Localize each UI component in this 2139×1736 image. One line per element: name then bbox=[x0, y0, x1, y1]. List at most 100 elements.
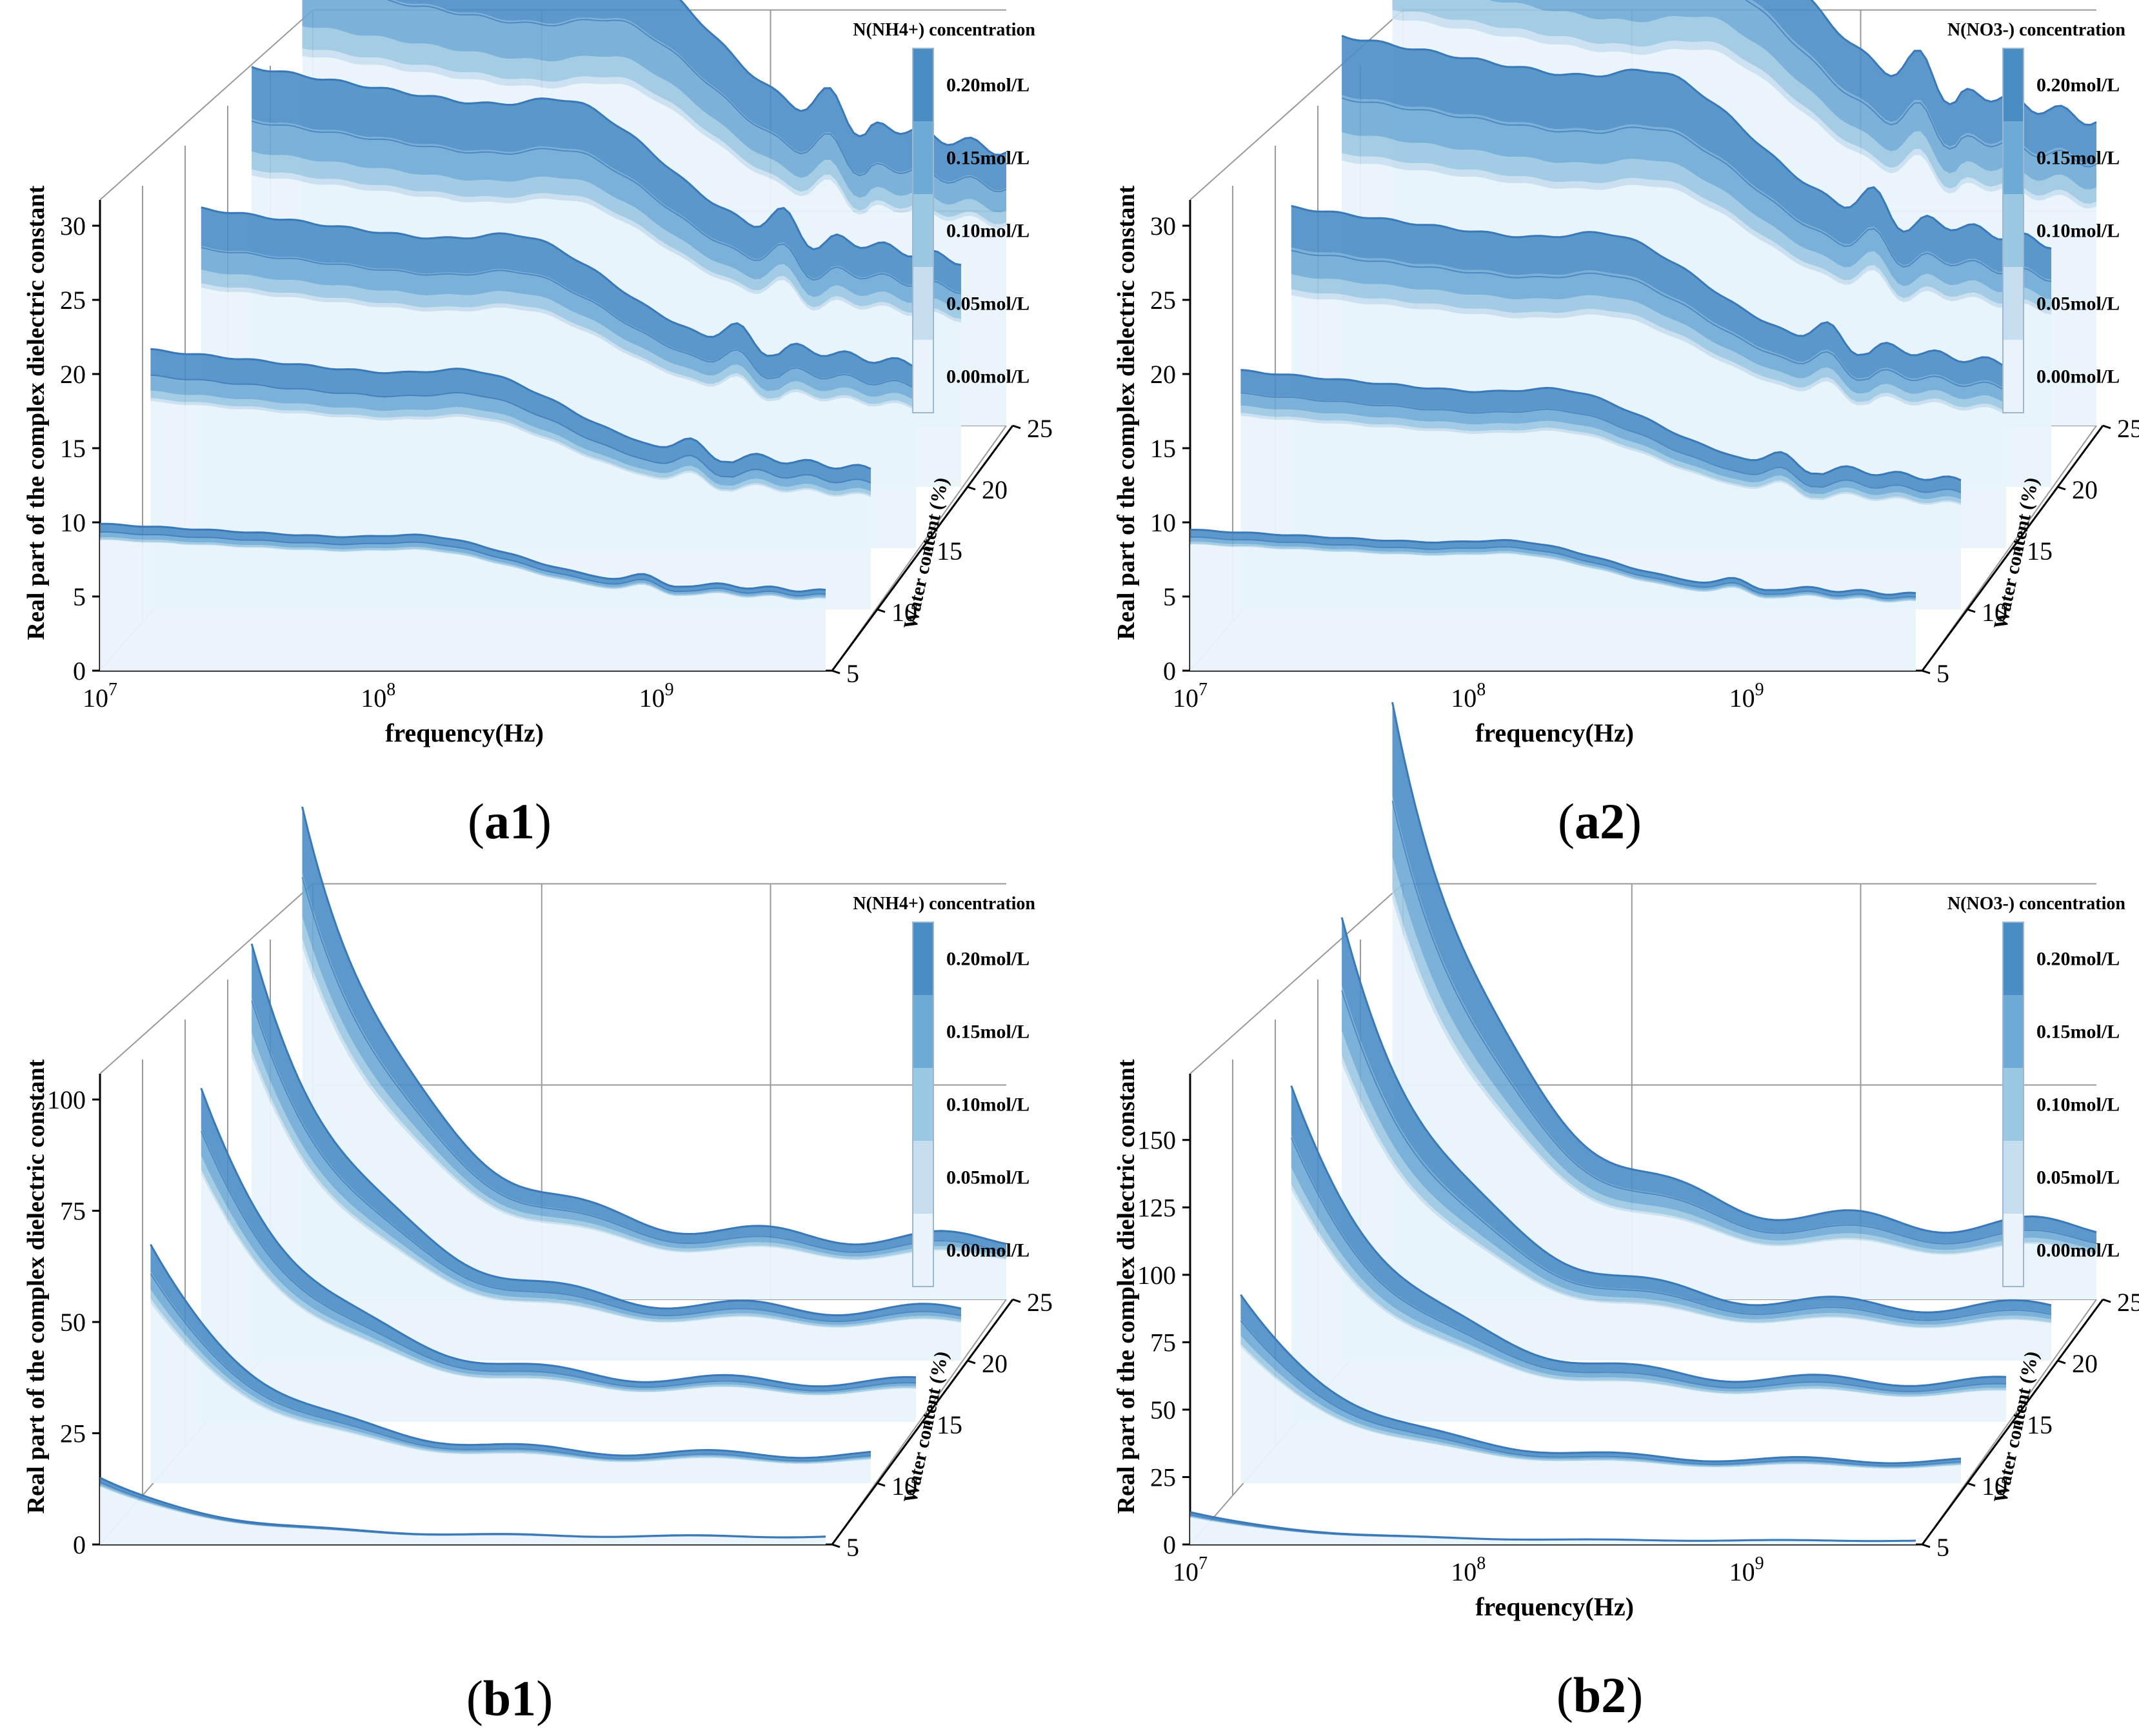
legend-swatch-1 bbox=[2003, 121, 2024, 194]
series-base-fill bbox=[252, 1057, 962, 1361]
series-mid-line bbox=[1341, 990, 2052, 1321]
series-top-line bbox=[1190, 529, 1916, 596]
legend-swatch-4 bbox=[2003, 340, 2024, 413]
series-mid-line bbox=[1240, 392, 1962, 493]
panel-label-open: ( bbox=[1557, 1667, 1573, 1723]
series-band-3 bbox=[1240, 413, 1961, 506]
z-tick-mark-0 bbox=[1922, 669, 1931, 675]
series-wc-5 bbox=[99, 1477, 826, 1544]
z-tick-label-4: 25 bbox=[1027, 414, 1053, 443]
series-band-3 bbox=[252, 169, 962, 322]
z-tick-label-3: 20 bbox=[2072, 1349, 2098, 1378]
y-tick-label-3: 15 bbox=[1150, 434, 1176, 463]
legend-swatch-0 bbox=[2003, 922, 2024, 995]
y-tick-label-4: 20 bbox=[1150, 360, 1176, 389]
x-tick-label-1: 108 bbox=[1451, 1554, 1486, 1586]
legend-a1: 0.20mol/L 0.15mol/L 0.10mol/L 0.05mol/L 0.00… bbox=[912, 48, 1030, 413]
series-base-fill bbox=[100, 540, 826, 671]
z-tick-mark-3 bbox=[967, 1359, 976, 1365]
series-base-fill bbox=[150, 1303, 871, 1483]
series-band-0 bbox=[150, 349, 871, 484]
legend-frame bbox=[2002, 48, 2024, 413]
y-tick-label-0: 0 bbox=[1163, 656, 1176, 686]
panel-label-text: b2 bbox=[1573, 1667, 1626, 1723]
series-top-line bbox=[1391, 702, 2097, 1234]
series-wc-20 bbox=[1340, 917, 2052, 1361]
series-mid-line bbox=[251, 1000, 962, 1323]
legend-entry-3: 0.05mol/L bbox=[946, 1167, 1030, 1189]
series-band-3 bbox=[1342, 153, 2051, 315]
panel-label-open: ( bbox=[1558, 793, 1575, 849]
legend-swatch-3 bbox=[2003, 267, 2024, 340]
panel-label-b2: (b2) bbox=[1557, 1667, 1643, 1723]
series-wc-25 bbox=[301, 806, 1007, 1299]
series-band-2 bbox=[1190, 541, 1916, 602]
z-tick-label-2: 15 bbox=[2027, 537, 2053, 566]
z-tick-label-2: 15 bbox=[937, 1410, 962, 1439]
series-mid-line bbox=[1391, 800, 2097, 1245]
series-wc-10 bbox=[1240, 1294, 1962, 1483]
series-base-fill bbox=[1190, 544, 1916, 671]
z-tick-mark-3 bbox=[2057, 486, 2066, 491]
legend-swatch-4 bbox=[2003, 1214, 2024, 1287]
x-tick-exp-1: 8 bbox=[1477, 680, 1486, 700]
x-tick-exp-2: 9 bbox=[665, 680, 674, 700]
y-tick-label-6: 150 bbox=[1137, 1126, 1176, 1155]
series-band-1 bbox=[1342, 95, 2051, 300]
legend-frame bbox=[912, 922, 934, 1287]
legend-frame bbox=[2002, 922, 2024, 1287]
y-tick-label-1: 25 bbox=[1150, 1463, 1176, 1492]
x-tick-label-0: 107 bbox=[1173, 680, 1208, 713]
panel-label-b1: (b1) bbox=[466, 1670, 553, 1726]
series-band-0 bbox=[1240, 370, 1961, 493]
x-tick-label-2: 109 bbox=[1729, 680, 1764, 713]
legend-swatch-1 bbox=[913, 121, 933, 194]
series-base-fill bbox=[201, 1174, 916, 1422]
z-tick-label-2: 15 bbox=[937, 537, 962, 566]
legend-entry-1: 0.15mol/L bbox=[946, 148, 1030, 169]
y-tick-label-4: 20 bbox=[60, 360, 86, 389]
x-tick-exp-1: 8 bbox=[386, 680, 395, 700]
legend-entry-4: 0.00mol/L bbox=[2036, 366, 2120, 388]
y-axis-title: Real part of the complex dielectric cons… bbox=[23, 1059, 50, 1514]
series-band-2 bbox=[1291, 274, 2006, 411]
z-tick-label-2: 15 bbox=[2027, 1410, 2053, 1439]
legend-entry-1: 0.15mol/L bbox=[2036, 148, 2120, 169]
series-mid-line bbox=[201, 246, 917, 390]
series-top-line bbox=[1341, 34, 2052, 250]
series-mid-line bbox=[99, 531, 826, 597]
legend-title: N(NO3-) concentration bbox=[1947, 20, 2125, 40]
z-tick-label-3: 20 bbox=[982, 1349, 1008, 1378]
legend-swatch-2 bbox=[913, 1068, 933, 1141]
series-band-2 bbox=[1392, 0, 2096, 204]
legend-entry-2: 0.10mol/L bbox=[2036, 221, 2120, 242]
y-tick-label-4: 100 bbox=[47, 1085, 86, 1114]
y-tick-label-2: 50 bbox=[60, 1308, 86, 1337]
series-top-line bbox=[250, 943, 962, 1317]
legend-b2: 0.20mol/L 0.15mol/L 0.10mol/L 0.05mol/L 0.00… bbox=[2002, 922, 2120, 1287]
series-top-line bbox=[201, 206, 917, 369]
y-axis-title: Real part of the complex dielectric cons… bbox=[1113, 1059, 1140, 1514]
x-tick-base-2: 10 bbox=[1729, 1557, 1755, 1586]
legend-swatch-3 bbox=[913, 267, 933, 340]
series-band-1 bbox=[100, 533, 826, 599]
series-mid-line bbox=[1744, 0, 2097, 168]
left-wall-top-edge bbox=[1189, 883, 1404, 1074]
x-tick-base-0: 10 bbox=[1173, 1557, 1199, 1586]
panel-label-close: ) bbox=[1626, 1667, 1643, 1723]
z-tick-mark-0 bbox=[831, 1543, 841, 1548]
series-base-fill bbox=[1190, 1517, 1916, 1544]
legend-swatch-4 bbox=[913, 340, 933, 413]
x-tick-exp-0: 7 bbox=[108, 680, 117, 700]
y-tick-label-1: 5 bbox=[73, 582, 86, 611]
panel-label-open: ( bbox=[466, 1670, 483, 1726]
series-base-fill bbox=[1240, 1346, 1961, 1483]
series-band-3 bbox=[150, 398, 871, 497]
panel-label-a1: (a1) bbox=[468, 793, 552, 849]
x-tick-base-2: 10 bbox=[639, 684, 665, 713]
series-base-fill bbox=[302, 947, 1006, 1299]
series-band-2 bbox=[252, 151, 962, 319]
x-tick-base-1: 10 bbox=[361, 684, 386, 713]
z-tick-label-1: 10 bbox=[891, 598, 917, 627]
